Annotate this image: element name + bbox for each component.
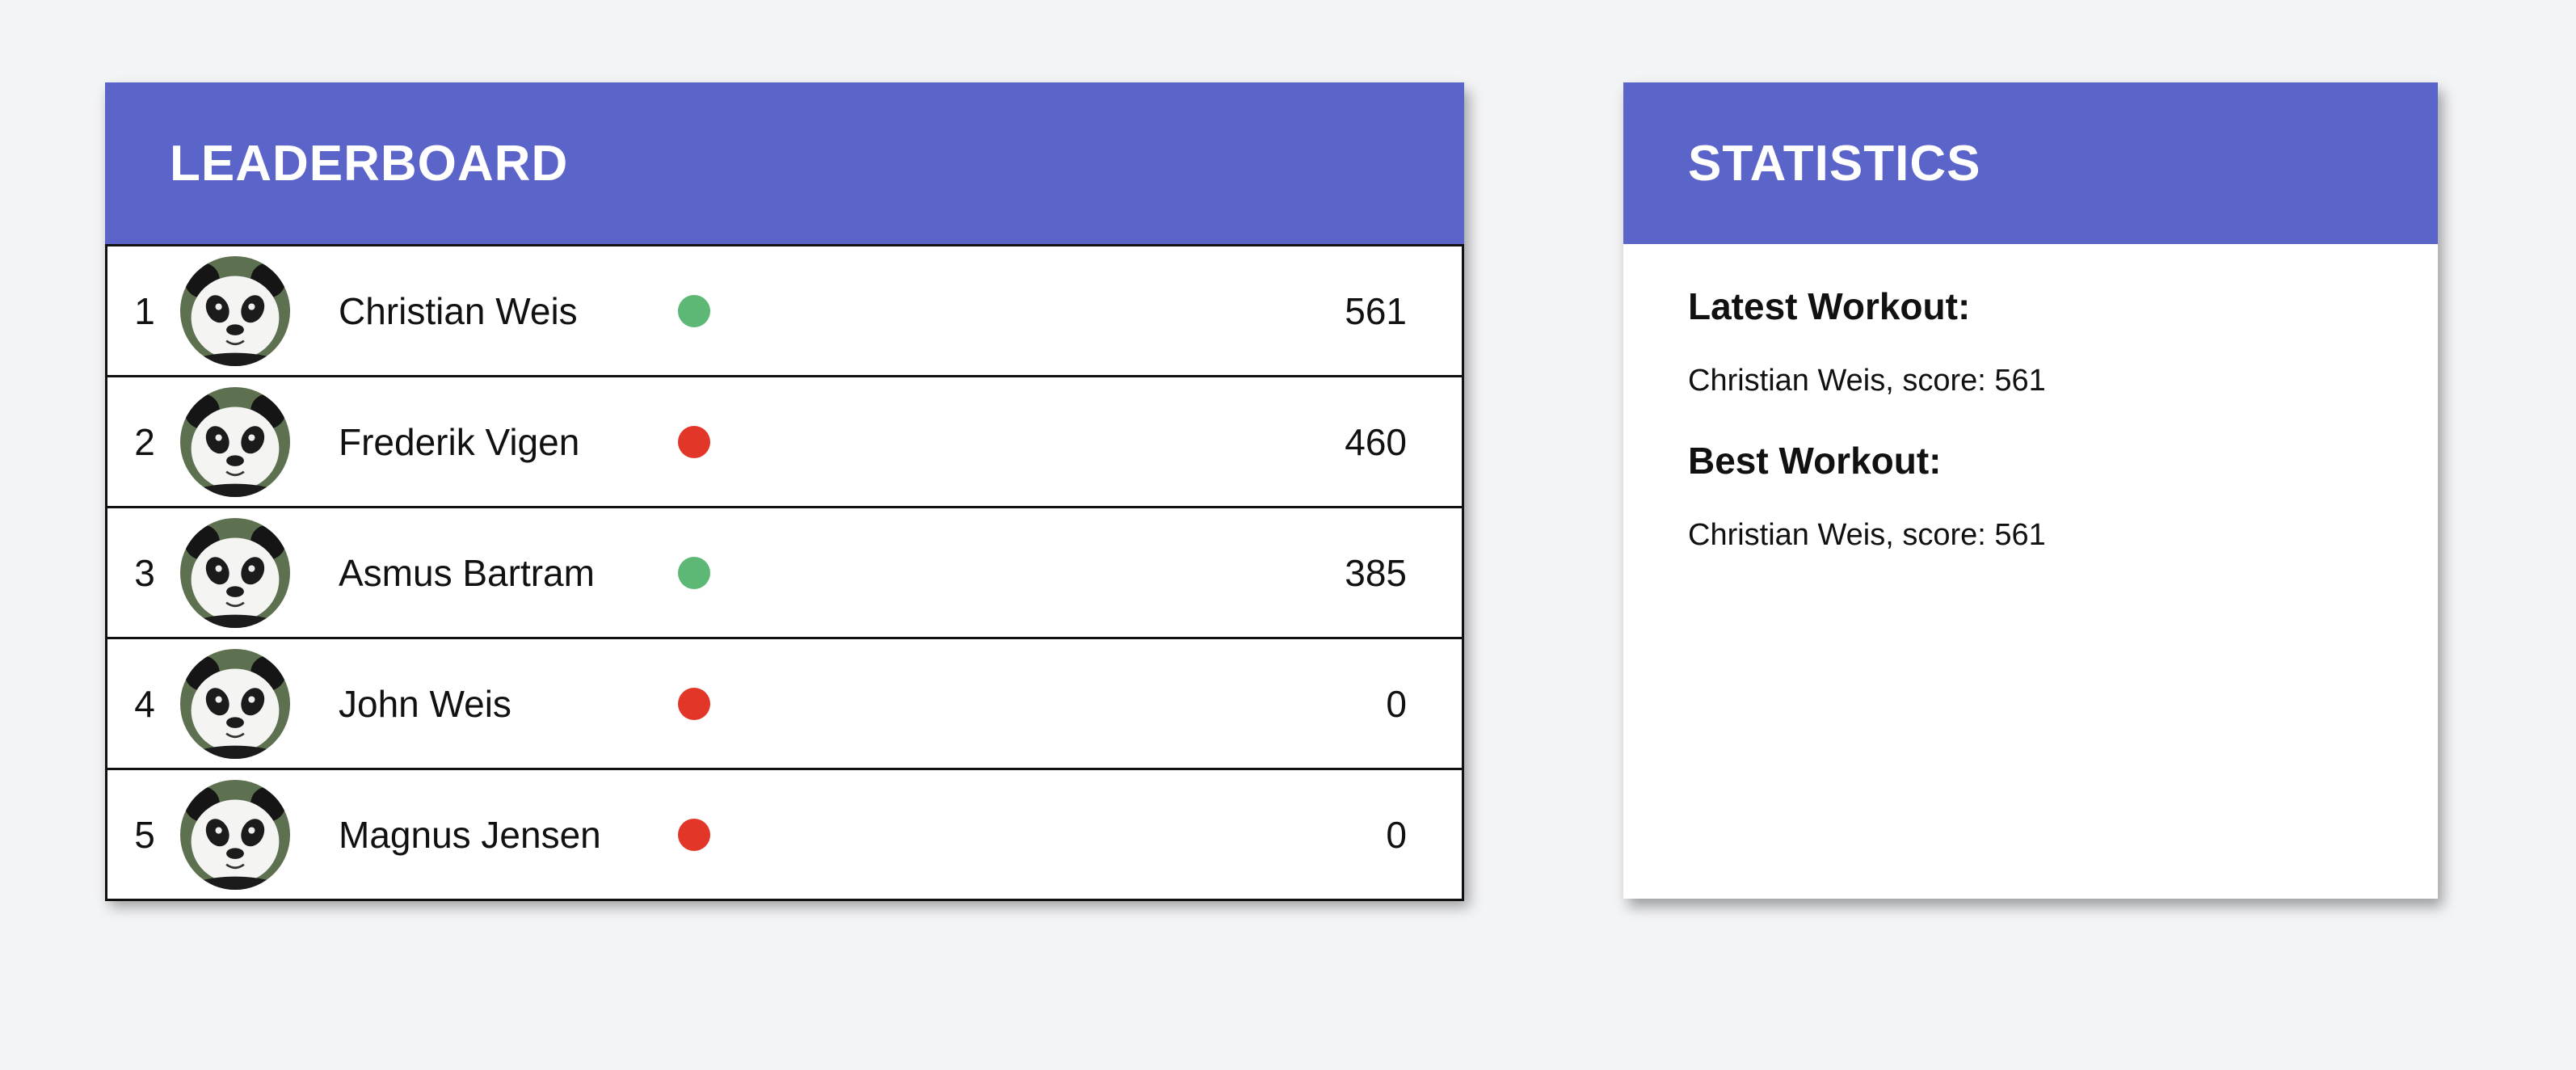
- player-name: John Weis: [339, 682, 511, 725]
- rank-number: 3: [134, 551, 155, 594]
- statistics-body: Latest Workout: Christian Weis, score: 5…: [1623, 244, 2438, 553]
- leaderboard-list: 1 Christian Weis 561 2 Frederik Vigen 46…: [105, 244, 1464, 901]
- panda-avatar-icon: [180, 648, 290, 759]
- statistics-header: STATISTICS: [1623, 82, 2438, 244]
- status-dot-icon: [678, 294, 710, 327]
- player-score: 385: [1345, 551, 1407, 594]
- leaderboard-title: LEADERBOARD: [170, 135, 569, 192]
- panda-avatar-icon: [180, 517, 290, 628]
- leaderboard-row[interactable]: 4 John Weis 0: [107, 637, 1462, 768]
- leaderboard-panel: LEADERBOARD 1 Christian Weis 561 2 Frede…: [105, 82, 1464, 901]
- panda-avatar-icon: [180, 255, 290, 366]
- best-workout-heading: Best Workout:: [1688, 440, 1942, 482]
- rank-number: 1: [134, 289, 155, 332]
- rank-number: 5: [134, 813, 155, 856]
- player-score: 561: [1345, 289, 1407, 332]
- player-name: Frederik Vigen: [339, 420, 580, 463]
- status-dot-icon: [678, 818, 710, 851]
- latest-workout-text: Christian Weis, score: 561: [1688, 364, 2046, 398]
- statistics-panel: STATISTICS Latest Workout: Christian Wei…: [1623, 82, 2438, 899]
- leaderboard-row[interactable]: 5 Magnus Jensen 0: [107, 768, 1462, 899]
- latest-workout-heading: Latest Workout:: [1688, 285, 1971, 327]
- player-name: Christian Weis: [339, 289, 578, 332]
- status-dot-icon: [678, 556, 710, 589]
- leaderboard-header: LEADERBOARD: [105, 82, 1464, 244]
- rank-number: 2: [134, 420, 155, 463]
- player-score: 460: [1345, 420, 1407, 463]
- leaderboard-row[interactable]: 1 Christian Weis 561: [107, 246, 1462, 375]
- player-name: Asmus Bartram: [339, 551, 595, 594]
- rank-number: 4: [134, 682, 155, 725]
- panda-avatar-icon: [180, 779, 290, 890]
- leaderboard-row[interactable]: 3 Asmus Bartram 385: [107, 506, 1462, 637]
- player-score: 0: [1386, 813, 1407, 856]
- status-dot-icon: [678, 687, 710, 720]
- status-dot-icon: [678, 425, 710, 458]
- statistics-title: STATISTICS: [1688, 135, 1981, 192]
- player-score: 0: [1386, 682, 1407, 725]
- panda-avatar-icon: [180, 386, 290, 497]
- leaderboard-row[interactable]: 2 Frederik Vigen 460: [107, 375, 1462, 506]
- player-name: Magnus Jensen: [339, 813, 601, 856]
- best-workout-text: Christian Weis, score: 561: [1688, 518, 2046, 552]
